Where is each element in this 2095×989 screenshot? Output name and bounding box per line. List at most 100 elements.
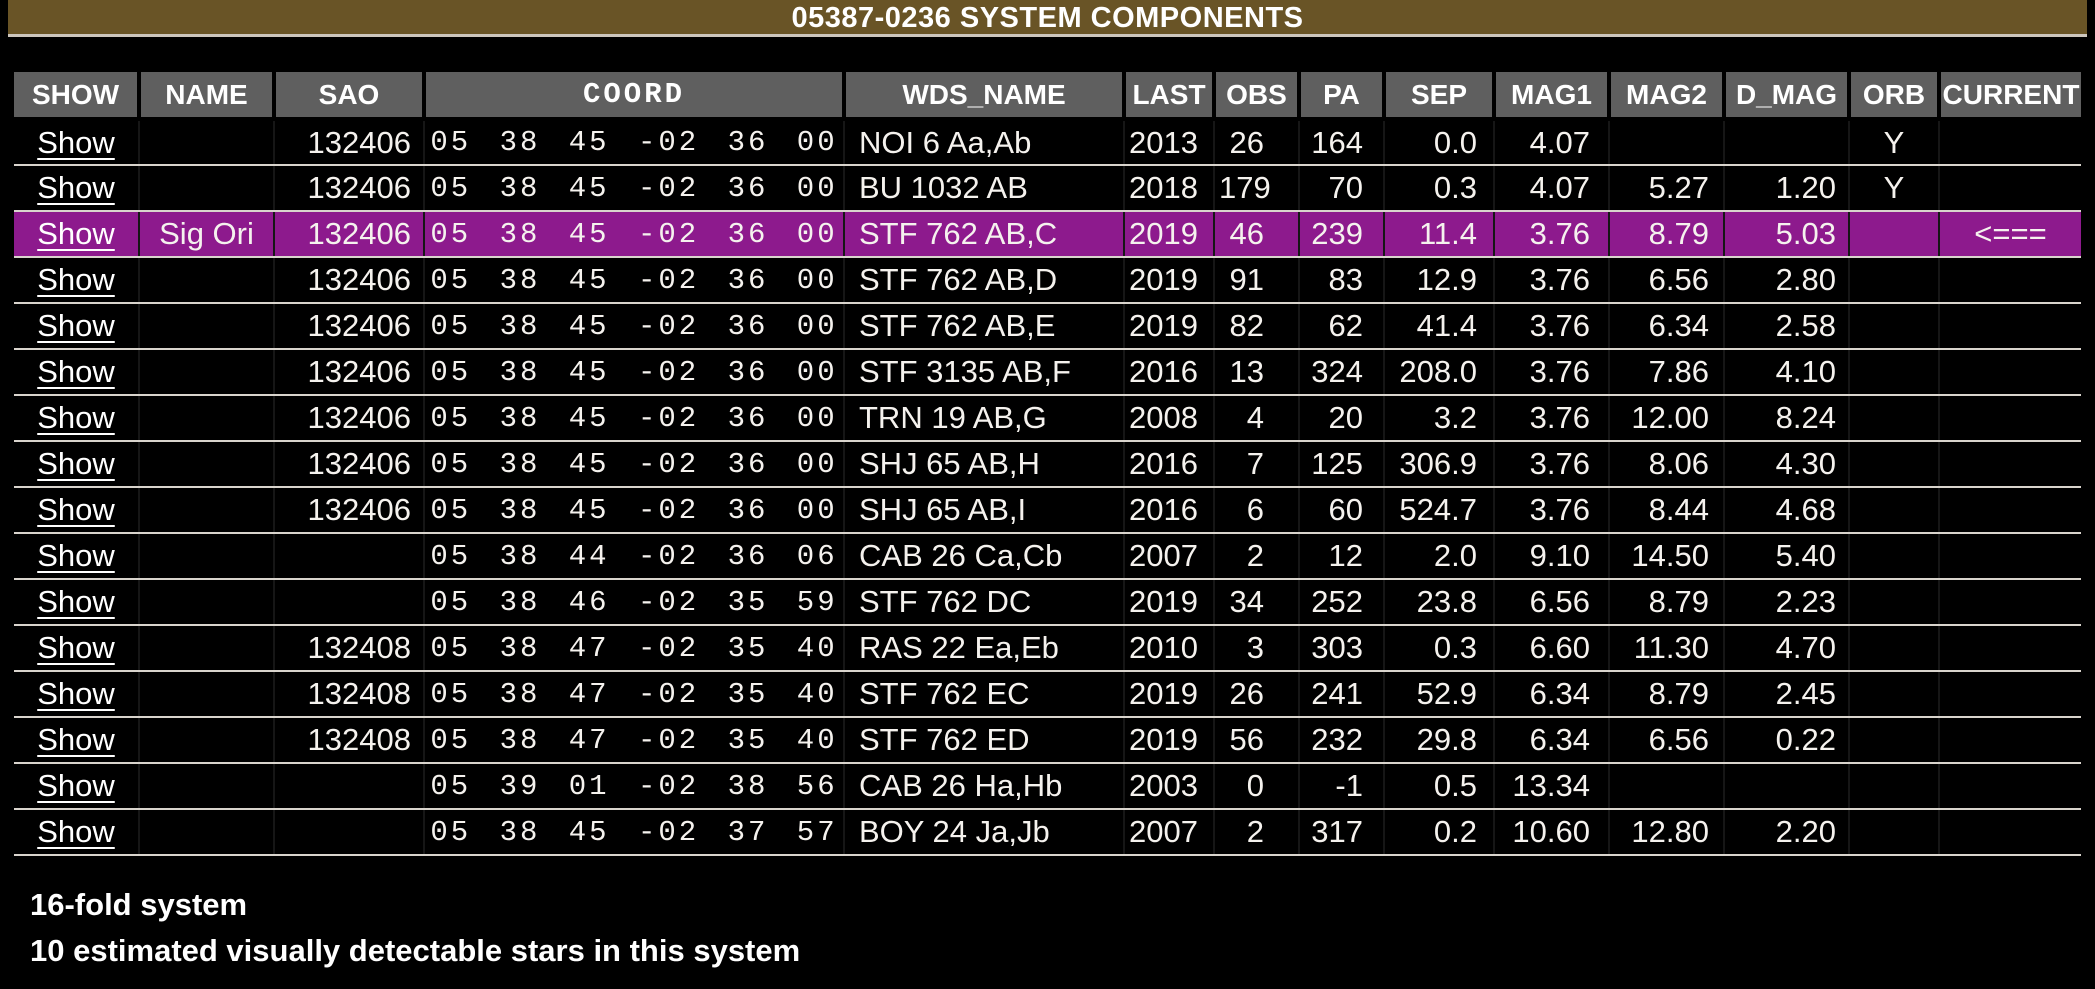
cell-obs: 0 [1213,763,1299,810]
cell-coord: 05 38 45 -02 36 00 [423,257,844,304]
show-link[interactable]: Show [37,722,115,757]
cell-sao: 132406 [273,441,424,488]
show-link[interactable]: Show [37,630,115,665]
cell-name [138,763,274,810]
show-link[interactable]: Show [37,262,115,297]
cell-orb [1848,671,1939,718]
cell-name [138,119,274,166]
cell-mag1: 4.07 [1493,165,1609,212]
cell-name: Sig Ori [138,211,274,258]
cell-show: Show [14,533,139,580]
show-link[interactable]: Show [37,446,115,481]
cell-sep: 0.5 [1383,763,1494,810]
cell-d-mag: 4.68 [1723,487,1849,534]
cell-mag2: 8.79 [1608,579,1724,626]
cell-coord: 05 39 01 -02 38 56 [423,763,844,810]
cell-coord: 05 38 47 -02 35 40 [423,671,844,718]
cell-pa: 232 [1298,717,1384,764]
cell-mag1: 13.34 [1493,763,1609,810]
table-row: Show 132406 05 38 45 -02 36 00 NOI 6 Aa,Ab 2… [14,119,2081,166]
detectable-stars-text: 10 estimated visually detectable stars i… [30,933,801,968]
cell-name [138,303,274,350]
show-link[interactable]: Show [37,676,115,711]
system-multiplicity-text: 16-fold system [30,887,248,922]
column-header-name: NAME [137,72,274,121]
cell-mag1: 9.10 [1493,533,1609,580]
cell-name [138,671,274,718]
cell-last: 2018 [1123,165,1214,212]
table-row: Show 05 38 45 -02 37 57 BOY 24 Ja,Jb 2007 2 3… [14,809,2081,856]
cell-wds-name: CAB 26 Ha,Hb [843,763,1124,810]
cell-last: 2013 [1123,119,1214,166]
cell-show: Show [14,671,139,718]
show-link[interactable]: Show [37,354,115,389]
cell-coord: 05 38 45 -02 37 57 [423,809,844,856]
cell-coord: 05 38 45 -02 36 00 [423,303,844,350]
cell-orb: Y [1848,165,1939,212]
cell-sao: 132406 [273,211,424,258]
column-header-pa: PA [1297,72,1384,121]
column-header-current: CURRENT [1937,72,2081,121]
cell-d-mag: 0.22 [1723,717,1849,764]
cell-obs: 4 [1213,395,1299,442]
show-link[interactable]: Show [37,584,115,619]
show-link[interactable]: Show [37,400,115,435]
cell-d-mag: 2.58 [1723,303,1849,350]
cell-d-mag: 2.20 [1723,809,1849,856]
show-link[interactable]: Show [37,170,115,205]
cell-mag2: 8.44 [1608,487,1724,534]
cell-orb [1848,487,1939,534]
cell-last: 2019 [1123,211,1214,258]
show-link[interactable]: Show [37,308,115,343]
cell-d-mag [1723,119,1849,166]
cell-mag1: 3.76 [1493,257,1609,304]
cell-show: Show [14,257,139,304]
cell-mag2: 6.34 [1608,303,1724,350]
show-link[interactable]: Show [37,768,115,803]
cell-obs: 2 [1213,533,1299,580]
cell-show: Show [14,763,139,810]
show-link[interactable]: Show [37,538,115,573]
cell-last: 2019 [1123,257,1214,304]
table-row: Show 132408 05 38 47 -02 35 40 RAS 22 Ea,Eb… [14,625,2081,672]
show-link[interactable]: Show [37,492,115,527]
table-row: Show 132406 05 38 45 -02 36 00 STF 3135 AB,… [14,349,2081,396]
cell-sao: 132406 [273,487,424,534]
column-header-last: LAST [1122,72,1214,121]
cell-d-mag: 4.10 [1723,349,1849,396]
cell-sep: 524.7 [1383,487,1494,534]
show-link[interactable]: Show [37,124,115,160]
cell-sao: 132406 [273,119,424,166]
cell-coord: 05 38 46 -02 35 59 [423,579,844,626]
table-row: Show 132408 05 38 47 -02 35 40 STF 762 ED 20… [14,717,2081,764]
cell-sao: 132406 [273,349,424,396]
cell-show: Show [14,809,139,856]
cell-name [138,349,274,396]
cell-sep: 23.8 [1383,579,1494,626]
current-system-indicator [1938,809,2081,856]
cell-mag2: 7.86 [1608,349,1724,396]
cell-mag1: 6.34 [1493,717,1609,764]
column-header-obs: OBS [1212,72,1299,121]
cell-orb [1848,303,1939,350]
cell-name [138,809,274,856]
show-link[interactable]: Show [37,814,115,849]
cell-d-mag: 2.80 [1723,257,1849,304]
cell-last: 2008 [1123,395,1214,442]
cell-sep: 41.4 [1383,303,1494,350]
cell-mag2: 8.79 [1608,211,1724,258]
cell-sep: 208.0 [1383,349,1494,396]
cell-wds-name: SHJ 65 AB,H [843,441,1124,488]
current-system-indicator [1938,349,2081,396]
table-row: Show 05 38 44 -02 36 06 CAB 26 Ca,Cb 2007 2 1… [14,533,2081,580]
cell-obs: 26 [1213,119,1299,166]
show-link[interactable]: Show [37,216,115,251]
cell-show: Show [14,395,139,442]
cell-pa: 20 [1298,395,1384,442]
cell-sao: 132406 [273,395,424,442]
current-system-indicator [1938,579,2081,626]
cell-mag1: 3.76 [1493,211,1609,258]
cell-mag2 [1608,763,1724,810]
cell-mag1: 3.76 [1493,487,1609,534]
cell-orb [1848,257,1939,304]
